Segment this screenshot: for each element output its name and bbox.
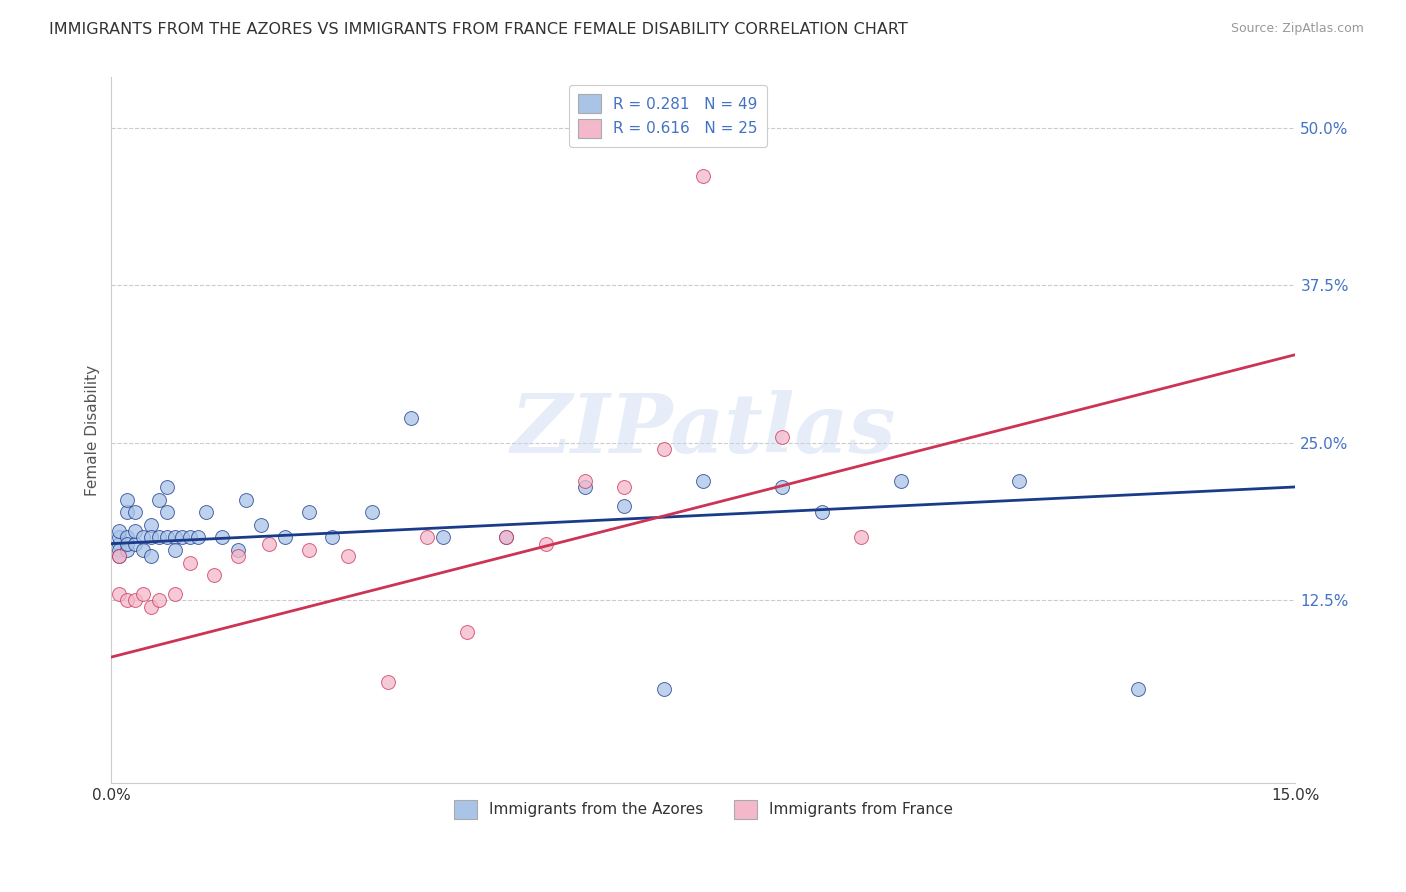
Point — [851, 530, 873, 544]
Point — [211, 530, 233, 544]
Text: IMMIGRANTS FROM THE AZORES VS IMMIGRANTS FROM FRANCE FEMALE DISABILITY CORRELATI: IMMIGRANTS FROM THE AZORES VS IMMIGRANTS… — [49, 22, 908, 37]
Point — [770, 429, 793, 443]
Point — [139, 530, 162, 544]
Point — [124, 593, 146, 607]
Y-axis label: Female Disability: Female Disability — [86, 365, 100, 496]
Point — [361, 505, 384, 519]
Point — [115, 505, 138, 519]
Point — [401, 410, 423, 425]
Point — [115, 543, 138, 558]
Point — [108, 543, 131, 558]
Point — [163, 543, 186, 558]
Point — [432, 530, 454, 544]
Point — [495, 530, 517, 544]
Point — [574, 474, 596, 488]
Point — [115, 492, 138, 507]
Point — [890, 474, 912, 488]
Point — [274, 530, 297, 544]
Point — [613, 499, 636, 513]
Point — [534, 536, 557, 550]
Point — [115, 530, 138, 544]
Point — [148, 593, 170, 607]
Point — [108, 587, 131, 601]
Point — [613, 480, 636, 494]
Point — [495, 530, 517, 544]
Point — [139, 549, 162, 564]
Point — [132, 587, 155, 601]
Point — [195, 505, 218, 519]
Point — [108, 536, 131, 550]
Point — [692, 474, 714, 488]
Point — [124, 524, 146, 538]
Legend: Immigrants from the Azores, Immigrants from France: Immigrants from the Azores, Immigrants f… — [447, 794, 959, 825]
Point — [811, 505, 834, 519]
Point — [163, 530, 186, 544]
Point — [298, 543, 321, 558]
Point — [377, 675, 399, 690]
Point — [156, 530, 179, 544]
Point — [652, 442, 675, 457]
Point — [115, 593, 138, 607]
Text: Source: ZipAtlas.com: Source: ZipAtlas.com — [1230, 22, 1364, 36]
Point — [692, 169, 714, 183]
Point — [416, 530, 439, 544]
Point — [108, 549, 131, 564]
Point — [337, 549, 360, 564]
Point — [226, 549, 249, 564]
Point — [456, 624, 478, 639]
Text: ZIPatlas: ZIPatlas — [510, 390, 896, 470]
Point — [108, 549, 131, 564]
Point — [235, 492, 257, 507]
Point — [1008, 474, 1031, 488]
Point — [108, 524, 131, 538]
Point — [298, 505, 321, 519]
Point — [132, 530, 155, 544]
Point — [574, 480, 596, 494]
Point — [156, 480, 179, 494]
Point — [124, 536, 146, 550]
Point — [770, 480, 793, 494]
Point — [108, 530, 131, 544]
Point — [1126, 681, 1149, 696]
Point — [179, 530, 201, 544]
Point — [156, 505, 179, 519]
Point — [124, 505, 146, 519]
Point — [652, 681, 675, 696]
Point — [187, 530, 209, 544]
Point — [179, 556, 201, 570]
Point — [321, 530, 343, 544]
Point — [163, 587, 186, 601]
Point — [115, 536, 138, 550]
Point — [148, 530, 170, 544]
Point — [139, 599, 162, 614]
Point — [250, 517, 273, 532]
Point — [202, 568, 225, 582]
Point — [148, 492, 170, 507]
Point — [226, 543, 249, 558]
Point — [139, 517, 162, 532]
Point — [172, 530, 194, 544]
Point — [132, 543, 155, 558]
Point — [259, 536, 281, 550]
